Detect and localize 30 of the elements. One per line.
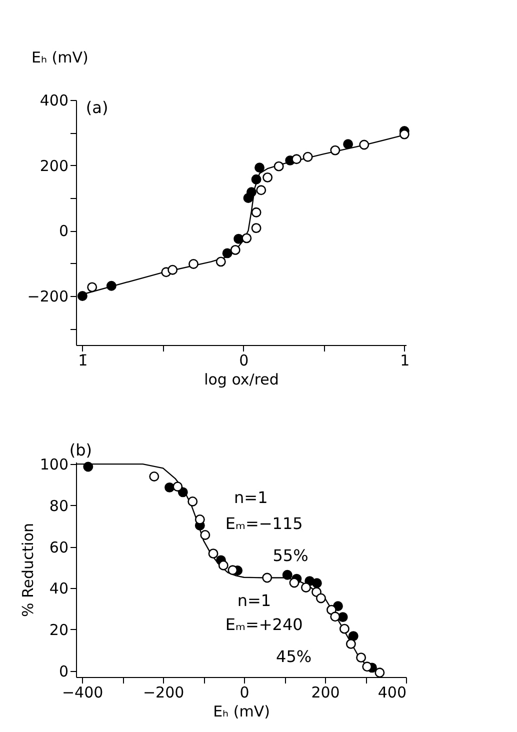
annotation: Eₘ=−115 bbox=[225, 514, 303, 533]
annotation: 55% bbox=[272, 546, 308, 565]
annotation: 45% bbox=[276, 647, 312, 666]
y-tick-label: 400 bbox=[40, 92, 68, 110]
y-tick-label: 0 bbox=[58, 222, 68, 240]
x-axis-title: Eₕ (mV) bbox=[213, 702, 270, 720]
y-tick-label: 100 bbox=[40, 456, 68, 474]
y-tick-label: 0 bbox=[58, 662, 68, 680]
x-tick-label: 1 bbox=[400, 352, 410, 370]
y-tick-label: 40 bbox=[49, 580, 68, 598]
y-tick-label: −200 bbox=[27, 288, 68, 306]
text: (b) bbox=[69, 440, 92, 460]
annotation: n=1 bbox=[234, 488, 268, 507]
annotation: Eₘ=+240 bbox=[225, 614, 303, 634]
x-tick-label: 0 bbox=[240, 684, 250, 702]
x-tick-label: 200 bbox=[311, 684, 340, 702]
y-tick-label: 60 bbox=[49, 538, 68, 556]
y-tick-label: 80 bbox=[49, 496, 68, 515]
y-tick-label: 200 bbox=[40, 156, 68, 175]
annotation: n=1 bbox=[237, 591, 272, 610]
x-axis-title: log ox/red bbox=[204, 370, 279, 388]
x-tick-label: 1̄ bbox=[78, 352, 88, 370]
x-tick-label: −400 bbox=[62, 684, 104, 702]
x-tick-label: 400 bbox=[378, 684, 406, 702]
y-tick-label: 20 bbox=[49, 620, 68, 639]
x-tick-label: 0 bbox=[239, 352, 249, 370]
annotation: (a) bbox=[86, 98, 108, 117]
y-axis-title: % Reduction bbox=[18, 522, 37, 618]
y-axis-title: Eₕ (mV) bbox=[32, 48, 88, 66]
x-tick-label: −200 bbox=[142, 684, 184, 702]
